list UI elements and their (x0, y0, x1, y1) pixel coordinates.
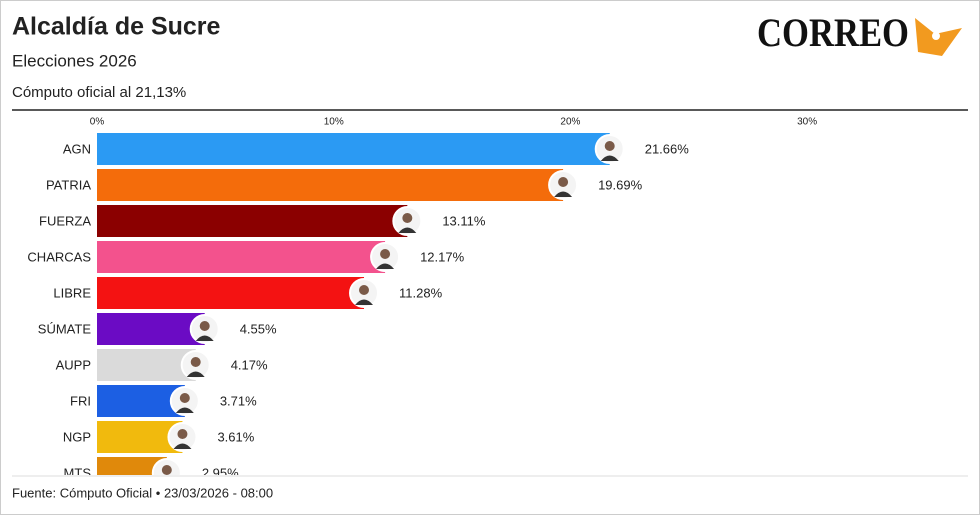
value-label: 21.66% (645, 141, 690, 156)
avatar-body (175, 407, 194, 413)
x-tick-label: 20% (560, 117, 580, 128)
value-label: 2.95% (202, 465, 239, 480)
source: Fuente: Cómputo Oficial • 23/03/2026 - 0… (12, 485, 273, 500)
avatar-head (402, 213, 413, 223)
category-label: PATRIA (46, 177, 91, 192)
value-label: 19.69% (598, 177, 643, 192)
category-label: NGP (63, 429, 91, 444)
avatar-head (177, 429, 188, 439)
bar (97, 457, 167, 475)
avatar (392, 206, 423, 236)
avatar-body (173, 443, 192, 449)
avatar (548, 170, 579, 200)
x-tick-label: 10% (324, 117, 344, 128)
x-tick-label: 30% (797, 117, 817, 128)
value-label: 3.61% (217, 429, 254, 444)
plot: AGN 21.66% PATRIA 19.69% FUERZA 13.11% CHARCAS… (27, 133, 690, 480)
avatar-head (604, 141, 615, 151)
value-label: 4.55% (240, 321, 277, 336)
avatar (169, 386, 200, 416)
chart-note: Cómputo oficial al 21,13% (12, 84, 186, 101)
category-label: LIBRE (53, 285, 91, 300)
avatar-head (190, 357, 201, 367)
category-label: FUERZA (39, 213, 91, 228)
logo: CORREO (757, 10, 909, 55)
value-label: 3.71% (220, 393, 257, 408)
avatar-body (398, 227, 417, 233)
bar (97, 277, 365, 309)
avatar-body (376, 263, 395, 269)
logo-mark (915, 18, 962, 56)
avatar-head (359, 285, 370, 295)
avatar-body (355, 299, 374, 305)
bar (97, 349, 196, 381)
value-label: 11.28% (399, 285, 443, 300)
avatar-body (195, 335, 214, 341)
avatar (180, 350, 211, 380)
value-label: 13.11% (442, 213, 486, 228)
avatar (594, 134, 625, 164)
bar (97, 313, 205, 345)
avatar (349, 278, 380, 308)
avatar-body (186, 371, 205, 377)
value-label: 12.17% (420, 249, 465, 264)
category-label: AGN (63, 141, 91, 156)
category-label: CHARCAS (27, 249, 91, 264)
category-label: AUPP (56, 357, 91, 372)
avatar-head (380, 249, 391, 259)
bar (97, 241, 386, 273)
bar (97, 133, 610, 165)
avatar (189, 314, 220, 344)
avatar-head (558, 177, 569, 187)
x-tick-label: 0% (90, 117, 105, 128)
avatar-head (179, 393, 190, 403)
avatar (167, 422, 198, 452)
bar (97, 205, 408, 237)
avatar-head (199, 321, 210, 331)
chart-subtitle: Elecciones 2026 (12, 51, 137, 70)
avatar-body (600, 155, 619, 161)
category-label: MTS (64, 465, 92, 480)
avatar (370, 242, 401, 272)
value-label: 4.17% (231, 357, 268, 372)
avatar (151, 458, 182, 475)
category-label: FRI (70, 393, 91, 408)
bar (97, 169, 564, 201)
avatar-head (161, 465, 172, 475)
category-label: SÚMATE (38, 321, 92, 336)
avatar-body (554, 191, 573, 197)
chart-title: Alcaldía de Sucre (12, 13, 221, 41)
